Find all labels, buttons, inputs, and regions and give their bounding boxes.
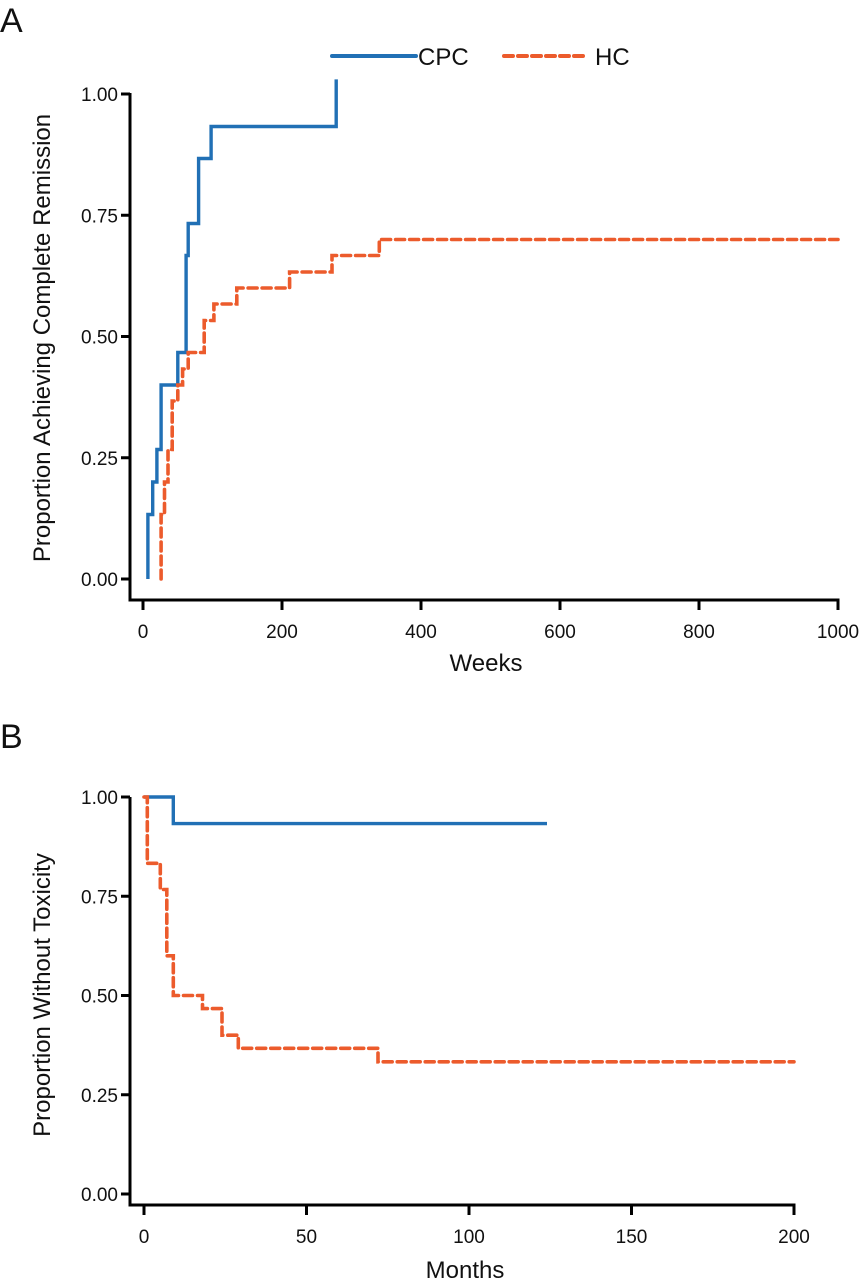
- x-tick-label-b: 50: [296, 1227, 317, 1248]
- y-tick-label-a: 1.00: [81, 85, 118, 106]
- legend: CPC HC: [330, 44, 630, 71]
- x-tick-label-a: 1000: [817, 622, 859, 643]
- series-line-hc-b: [142, 795, 796, 1064]
- y-tick-label-a: 0.00: [81, 570, 118, 591]
- panel-b: B 0.00 0.25 0.50 0.75 1.00 0 50 100 150 200 Month…: [0, 718, 810, 1280]
- panel-label-b: B: [0, 718, 23, 756]
- y-tick-label-b: 0.75: [81, 887, 118, 908]
- y-tick-label-a: 0.25: [81, 449, 118, 470]
- y-tick-label-b: 0.00: [81, 1185, 118, 1206]
- axes-a: 0.00 0.25 0.50 0.75 1.00 0 200 400 600 800 1000: [81, 85, 859, 643]
- y-tick-label-a: 0.75: [81, 206, 118, 227]
- y-axis-title-b: Proportion Without Toxicity: [29, 853, 56, 1137]
- x-tick-label-a: 0: [138, 622, 149, 643]
- legend-label-hc: HC: [595, 44, 630, 71]
- series-line-hc-a: [159, 237, 840, 581]
- x-axis-title-b: Months: [426, 1257, 505, 1280]
- x-tick-label-b: 100: [453, 1227, 485, 1248]
- series-a: [146, 79, 840, 581]
- x-tick-label-a: 400: [405, 622, 437, 643]
- x-axis-title-a: Weeks: [450, 650, 523, 677]
- x-tick-label-a: 800: [683, 622, 715, 643]
- panel-a: A CPC HC 0.00 0.25 0.50 0.75 1.00 0 200 400 600 8…: [0, 2, 859, 677]
- y-axis-title-a: Proportion Achieving Complete Remission: [29, 114, 56, 562]
- x-tick-label-a: 200: [266, 622, 298, 643]
- y-tick-label-a: 0.50: [81, 328, 118, 349]
- series-line-cpc-b: [144, 795, 547, 826]
- axes-b: 0.00 0.25 0.50 0.75 1.00 0 50 100 150 200: [81, 788, 810, 1248]
- series-b: [142, 795, 796, 1064]
- y-tick-label-b: 1.00: [81, 788, 118, 809]
- x-tick-label-a: 600: [544, 622, 576, 643]
- y-tick-label-b: 0.25: [81, 1086, 118, 1107]
- y-tick-label-b: 0.50: [81, 987, 118, 1008]
- panel-label-a: A: [0, 2, 23, 40]
- legend-label-cpc: CPC: [418, 44, 469, 71]
- series-line-cpc-a: [146, 79, 338, 579]
- x-tick-label-b: 200: [778, 1227, 810, 1248]
- x-tick-label-b: 150: [616, 1227, 648, 1248]
- x-tick-label-b: 0: [139, 1227, 150, 1248]
